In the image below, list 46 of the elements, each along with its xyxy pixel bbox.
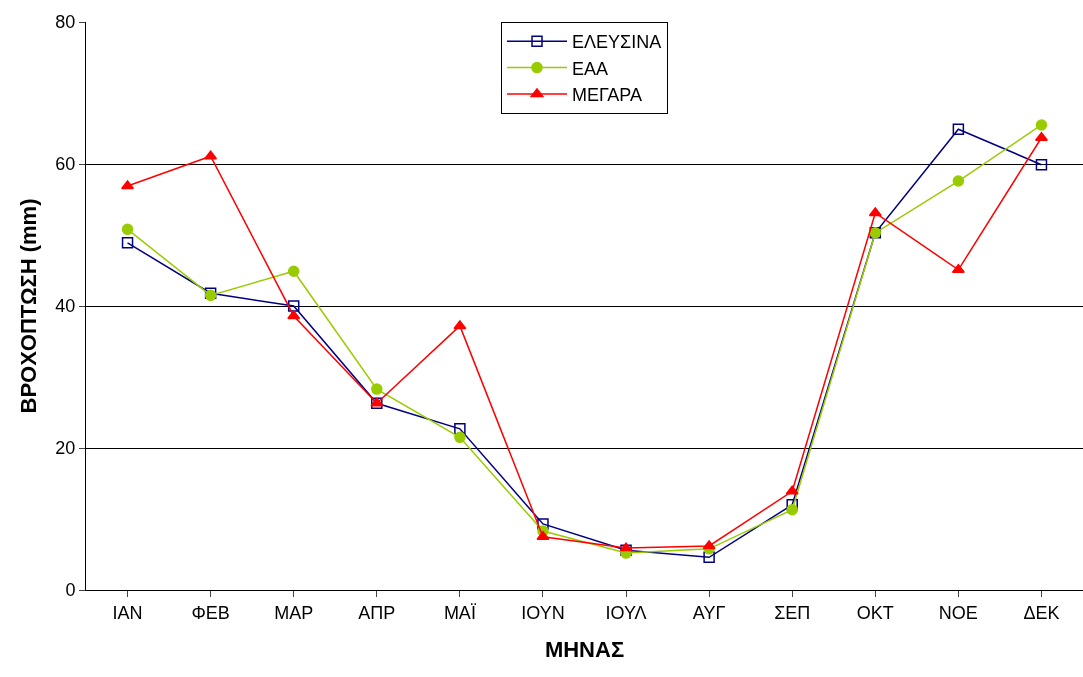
x-tick-label: ΙΑΝ [112,602,143,623]
x-tick-label: ΦΕΒ [191,602,230,623]
y-tick-label: 40 [55,296,76,317]
y-tick-label: 0 [65,580,76,601]
x-tick-label: ΑΥΓ [692,602,726,623]
point [951,264,965,274]
point [702,540,716,550]
x-tick-label: ΔΕΚ [1023,602,1060,623]
point [121,180,135,190]
y-axis-title: ΒΡΟΧΟΠΤΩΣΗ (mm) [16,198,42,414]
y-tick-label: 80 [55,12,76,33]
x-tick-label: ΜΑΪ [443,602,476,623]
point [453,320,467,330]
point [287,310,301,320]
point [371,383,383,395]
legend-label: ΕΑΑ [572,58,609,79]
point [1035,119,1048,131]
point [537,518,549,530]
point [121,223,134,236]
x-tick-label: ΜΑΡ [274,602,314,623]
x-axis-title: ΜΗΝΑΣ [544,637,625,663]
point [287,265,300,277]
point [952,175,965,187]
point [1034,131,1048,141]
point [287,300,300,312]
point [1035,158,1048,171]
x-tick-label: ΣΕΠ [774,602,811,623]
x-tick-label: ΙΟΥΝ [521,602,565,623]
point [619,542,633,552]
x-tick-label: ΑΠΡ [358,602,396,623]
point [121,237,134,249]
x-tick-label: ΟΚΤ [856,602,894,623]
point [868,207,882,217]
x-tick-label: ΙΟΥΛ [605,602,647,623]
x-tick-label: ΝΟΕ [938,602,978,623]
point [454,423,466,435]
y-tick-label: 20 [55,438,76,459]
point [952,123,965,135]
point [703,551,715,564]
point [785,485,799,495]
point [204,150,218,160]
point [454,431,466,444]
legend-label: ΜΕΓΑΡΑ [572,85,642,106]
point [786,504,798,516]
legend-label: ΕΛΕΥΣΙΝΑ [572,32,662,53]
y-tick-label: 60 [55,154,76,175]
